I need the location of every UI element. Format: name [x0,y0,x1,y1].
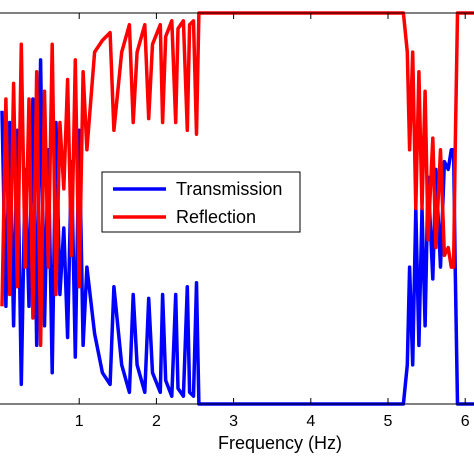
legend-label-transmission: Transmission [176,179,282,199]
series-line-reflection [0,11,474,348]
x-tick-label: 1 [75,413,84,430]
legend-label-reflection: Reflection [176,207,256,227]
x-tick-label: 3 [229,413,238,430]
legend: Transmission Reflection [101,171,301,233]
legend-box [101,171,301,233]
series-layer [0,11,474,406]
x-tick-layer: 1 2 3 4 5 6 [75,13,470,430]
x-axis-label: Frequency (Hz) [218,433,342,453]
x-tick-label: 4 [306,413,315,430]
x-tick-label: 6 [461,413,470,430]
x-tick-label: 5 [384,413,393,430]
x-tick-label: 2 [152,413,161,430]
series-line-transmission [0,58,474,406]
